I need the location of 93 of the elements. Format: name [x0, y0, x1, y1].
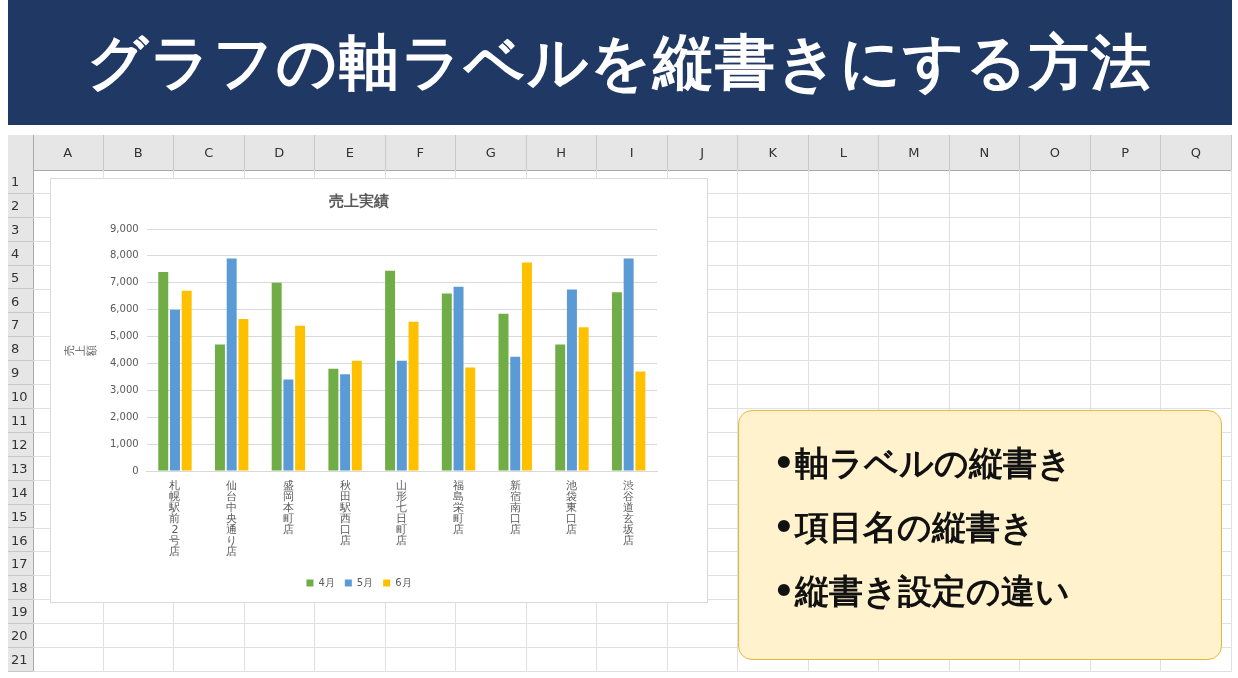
- bar: [408, 321, 419, 471]
- bar: [521, 262, 532, 471]
- x-tick-label: J: [667, 135, 738, 170]
- x-tick-label: G: [456, 135, 527, 170]
- bar: [238, 319, 249, 471]
- bar: [611, 292, 622, 471]
- bar: [441, 293, 452, 471]
- y-tick-label: 5,000: [109, 330, 139, 342]
- annotation: •項目名の縦書き: [773, 506, 1036, 549]
- text: グラフの軸ラベルを縦書きにする方法: [8, 0, 1232, 125]
- bar: [465, 367, 476, 471]
- x-tick-label: 渋谷道玄坂店: [622, 479, 635, 548]
- y-tick-label: 20: [8, 624, 33, 648]
- bar: [158, 272, 169, 471]
- x-tick-label: 池袋東口店: [566, 479, 578, 537]
- legend-label: 6月: [395, 576, 412, 588]
- x-tick-label: B: [103, 135, 174, 170]
- y-tick-label: 4: [8, 241, 33, 266]
- y-tick-label: 0: [132, 464, 139, 476]
- x-tick-label: 札幌駅前2号店: [168, 479, 181, 559]
- bar: [340, 374, 351, 471]
- y-tick-label: 17: [8, 552, 33, 577]
- x-tick-label: L: [808, 135, 879, 170]
- bar: [328, 368, 339, 471]
- legend-label: 5月: [356, 576, 374, 588]
- bar: [214, 344, 225, 471]
- bar: [555, 344, 566, 471]
- x-tick-label: M: [879, 135, 950, 170]
- y-tick-label: 10: [8, 385, 33, 409]
- x-tick-label: 新宿南口店: [509, 479, 521, 537]
- x-tick-label: F: [385, 135, 456, 170]
- x-tick-label: C: [174, 135, 245, 170]
- y-tick-label: 2: [8, 193, 33, 218]
- y-tick-label: 8,000: [109, 249, 139, 261]
- bar: [226, 258, 237, 471]
- y-tick-label: 1: [8, 170, 33, 194]
- bar: [578, 327, 589, 471]
- chart-title: 売上実績: [329, 191, 389, 210]
- bar: [271, 282, 282, 471]
- bar: [635, 371, 646, 471]
- y-tick-label: 11: [8, 409, 33, 433]
- bar: [453, 286, 464, 471]
- y-tick-label: 5: [8, 265, 33, 290]
- x-tick-label: 秋田駅西口店: [338, 479, 351, 548]
- y-tick-label: 7,000: [109, 276, 139, 288]
- y-tick-label: 16: [8, 528, 33, 553]
- y-tick-label: 9: [8, 361, 33, 386]
- bar: [351, 360, 362, 471]
- bar: [170, 309, 180, 471]
- annotation: •軸ラベルの縦書き: [773, 442, 1073, 485]
- x-tick-label: A: [33, 135, 104, 170]
- y-tick-label: 4,000: [109, 357, 139, 369]
- x-tick-label: 盛岡本町店: [282, 479, 294, 537]
- y-tick-label: 14: [8, 480, 33, 505]
- x-tick-label: 山形七日町店: [396, 479, 408, 548]
- y-tick-label: 15: [8, 504, 33, 529]
- x-tick-label: N: [949, 135, 1020, 170]
- y-tick-label: 2,000: [109, 410, 139, 422]
- y-tick-label: 1,000: [109, 437, 139, 449]
- x-tick-label: 福島栄町店: [453, 479, 465, 537]
- y-tick-label: 21: [8, 648, 33, 672]
- y-axis-title: 売上額: [63, 344, 99, 356]
- x-tick-label: D: [244, 135, 315, 170]
- y-tick-label: 18: [8, 576, 33, 601]
- x-tick-label: Q: [1161, 135, 1232, 170]
- x-tick-label: 仙台中央通り店: [226, 479, 238, 559]
- bar: [510, 356, 521, 471]
- bar: [623, 258, 634, 471]
- x-tick-label: H: [526, 135, 597, 170]
- bar: [385, 270, 396, 471]
- y-tick-label: 6: [8, 289, 33, 314]
- bar: [295, 325, 306, 471]
- bar: [181, 290, 192, 471]
- y-tick-label: 8: [8, 337, 33, 362]
- y-tick-label: 7: [8, 313, 33, 338]
- x-tick-label: O: [1020, 135, 1091, 170]
- x-tick-label: P: [1090, 135, 1161, 170]
- y-tick-label: 13: [8, 456, 33, 481]
- legend-label: 4月: [318, 576, 335, 588]
- y-tick-label: 3,000: [109, 383, 139, 395]
- bar: [283, 379, 294, 471]
- x-tick-label: K: [738, 135, 809, 170]
- y-tick-label: 3: [8, 217, 33, 242]
- y-tick-label: 9,000: [109, 222, 139, 234]
- x-tick-label: I: [597, 135, 668, 170]
- bar: [396, 360, 407, 471]
- y-tick-label: 6,000: [109, 303, 139, 315]
- y-tick-label: 12: [8, 432, 33, 457]
- x-tick-label: E: [315, 135, 386, 170]
- bar: [566, 289, 577, 471]
- bar: [498, 313, 509, 471]
- y-tick-label: 19: [8, 600, 33, 625]
- annotation: •縦書き設定の違い: [773, 570, 1071, 613]
